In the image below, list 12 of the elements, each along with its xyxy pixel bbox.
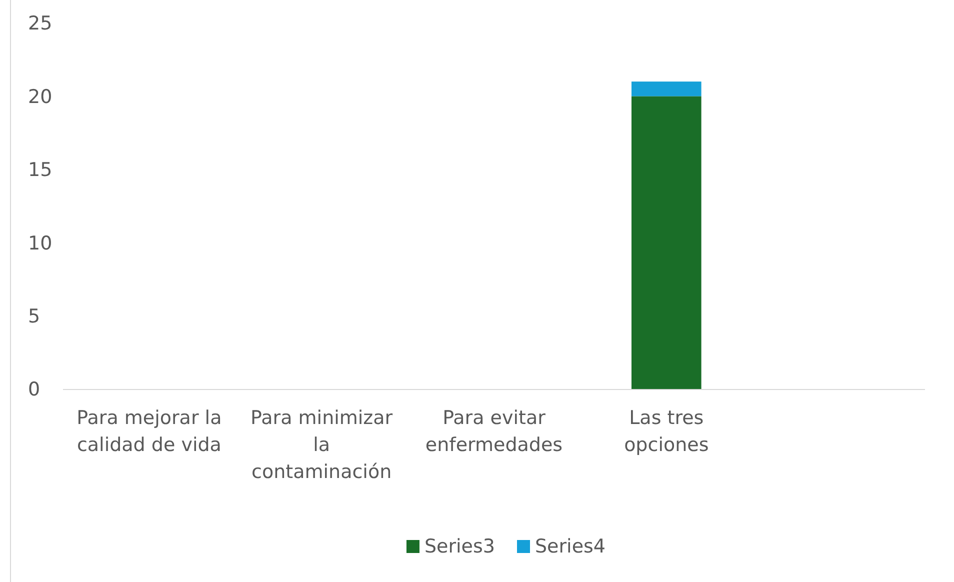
x-tick-label: Las tres opciones (624, 407, 709, 456)
y-tick-label: 10 (28, 232, 52, 254)
x-tick-label: Para evitar enfermedades (425, 407, 563, 456)
x-tick-label: Para mejorar la calidad de vida (76, 407, 222, 456)
y-tick-label: 0 (28, 378, 40, 401)
legend-label: Series4 (535, 536, 606, 558)
x-tick-label: Para minimizar la contaminación (250, 407, 393, 483)
y-tick-label: 25 (28, 12, 52, 35)
y-tick-label: 20 (28, 86, 52, 108)
y-tick-label: 5 (28, 305, 40, 328)
y-tick-label: 15 (28, 159, 52, 182)
legend-label: Series3 (424, 536, 495, 558)
